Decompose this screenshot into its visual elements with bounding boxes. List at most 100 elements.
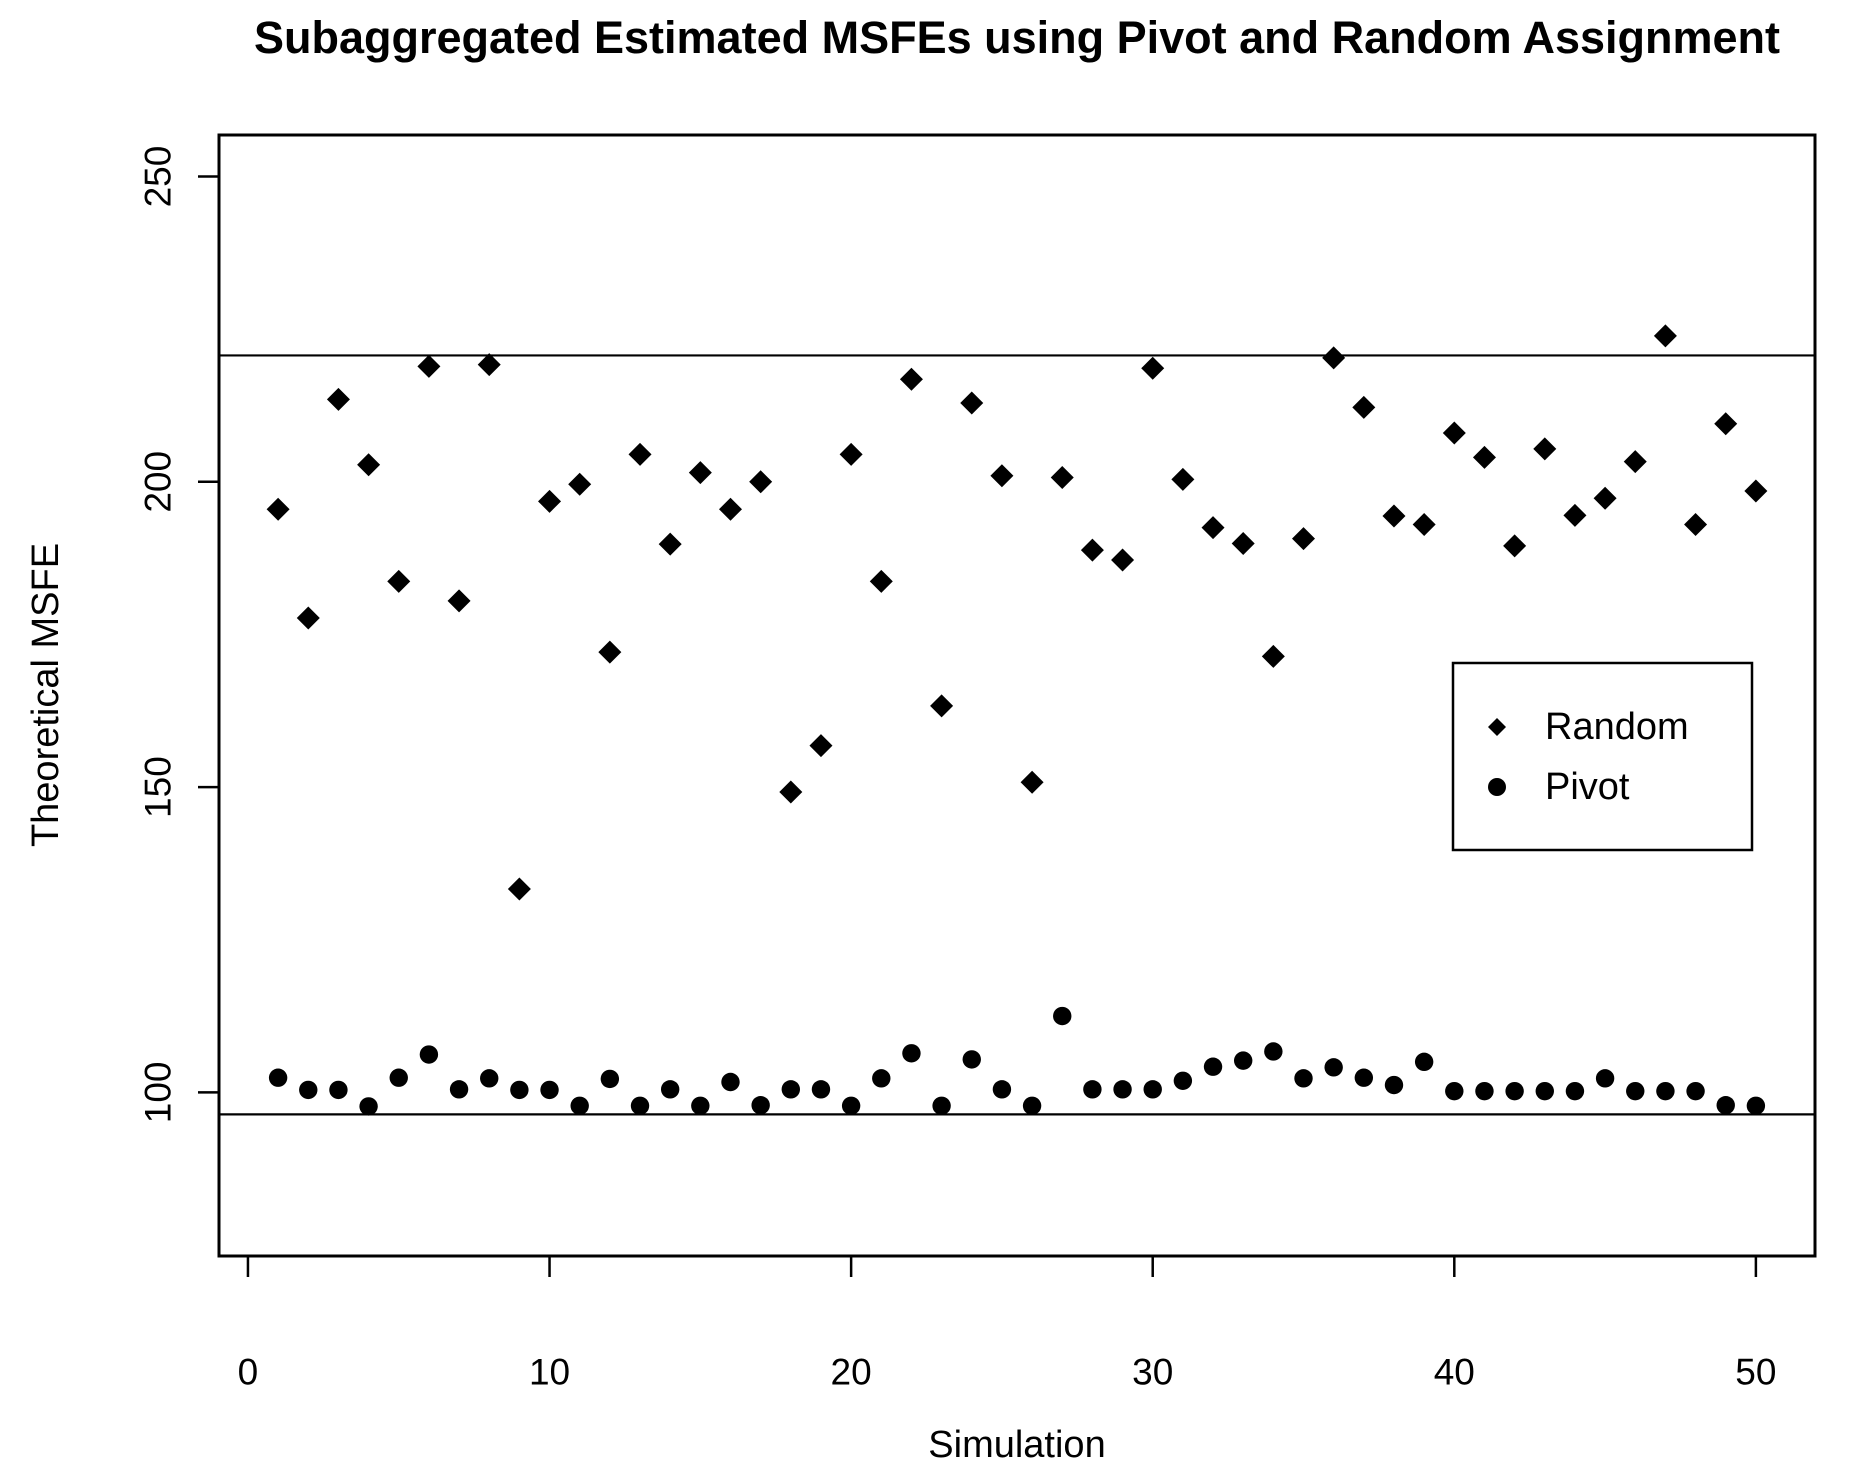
legend-pivot-circle-icon <box>1488 778 1506 796</box>
data-point-random <box>1292 527 1316 551</box>
data-point-random <box>779 780 803 804</box>
data-point-pivot <box>1656 1081 1675 1101</box>
data-point-pivot <box>841 1096 861 1116</box>
data-point-random <box>1352 395 1376 419</box>
data-point-pivot <box>630 1096 650 1116</box>
data-point-random <box>749 470 773 494</box>
data-point-pivot <box>1233 1051 1253 1070</box>
data-point-pivot <box>751 1095 770 1115</box>
data-point-random <box>296 606 320 630</box>
data-point-pivot <box>268 1068 288 1087</box>
data-point-random <box>839 442 863 466</box>
data-point-pivot <box>1324 1058 1343 1077</box>
data-point-pivot <box>1595 1069 1615 1088</box>
data-point-random <box>1533 437 1557 461</box>
data-point-random <box>899 367 923 391</box>
x-tick-label: 30 <box>1132 1352 1173 1393</box>
data-point-pivot <box>570 1096 589 1116</box>
y-tick-label: 200 <box>138 451 179 513</box>
data-point-pivot <box>992 1080 1012 1099</box>
legend-box <box>1451 661 1754 852</box>
data-point-pivot <box>1716 1095 1735 1115</box>
data-point-random <box>1593 486 1617 510</box>
data-point-random <box>1563 503 1587 527</box>
data-point-random <box>1412 513 1436 537</box>
data-point-pivot <box>449 1080 469 1099</box>
data-point-random <box>538 489 562 513</box>
data-point-pivot <box>329 1080 348 1100</box>
data-point-pivot <box>419 1045 439 1064</box>
legend-random-diamond-icon <box>1488 718 1506 736</box>
data-point-pivot <box>1535 1081 1554 1101</box>
data-point-random <box>930 694 954 718</box>
data-point-pivot <box>1384 1075 1404 1095</box>
x-tick-label: 10 <box>529 1352 570 1393</box>
data-point-random <box>447 589 471 613</box>
data-point-pivot <box>932 1096 951 1116</box>
data-point-random <box>568 472 592 496</box>
data-point-pivot <box>962 1050 981 1069</box>
y-tick-label: 150 <box>138 756 179 818</box>
y-axis-title: Theoretical MSFE <box>25 543 67 847</box>
data-point-pivot <box>1414 1052 1434 1072</box>
plot-border <box>217 133 1817 1258</box>
data-point-pivot <box>1022 1096 1042 1116</box>
data-point-pivot <box>1686 1081 1705 1101</box>
data-point-random <box>417 354 441 378</box>
data-point-random <box>326 387 350 411</box>
legend-label-pivot: Pivot <box>1545 766 1630 808</box>
data-point-pivot <box>1475 1081 1494 1101</box>
data-point-random <box>1020 770 1044 794</box>
data-point-pivot <box>299 1080 318 1100</box>
data-point-random <box>1201 516 1225 540</box>
data-point-pivot <box>1565 1081 1585 1101</box>
x-tick-label: 40 <box>1434 1352 1475 1393</box>
data-point-random <box>718 497 742 521</box>
data-point-random <box>1111 548 1135 572</box>
x-tick-label: 20 <box>831 1352 872 1393</box>
data-point-pivot <box>691 1096 710 1116</box>
data-point-random <box>658 532 682 556</box>
data-point-random <box>1382 504 1406 528</box>
y-tick-label: 100 <box>138 1062 179 1124</box>
data-point-random <box>1261 644 1285 668</box>
data-point-random <box>357 453 381 477</box>
data-point-random <box>628 442 652 466</box>
data-point-pivot <box>660 1080 680 1099</box>
x-axis-title: Simulation <box>928 1424 1105 1466</box>
data-point-pivot <box>721 1072 740 1092</box>
data-point-random <box>1080 538 1104 562</box>
data-point-pivot <box>1053 1006 1072 1026</box>
data-point-random <box>1322 346 1346 370</box>
legend-label-random: Random <box>1545 706 1689 748</box>
data-point-pivot <box>902 1044 921 1063</box>
data-point-pivot <box>1445 1081 1464 1101</box>
data-point-random <box>1141 356 1165 380</box>
data-point-pivot <box>480 1069 499 1088</box>
data-point-pivot <box>1203 1057 1223 1076</box>
data-point-pivot <box>540 1080 559 1100</box>
plot-area: 0 10 20 30 40 50 100 150 200 250 <box>138 146 1815 1393</box>
x-tick-label: 0 <box>238 1352 259 1393</box>
data-point-pivot <box>1264 1042 1283 1061</box>
data-point-random <box>1684 513 1708 537</box>
chart-title: Subaggregated Estimated MSFEs using Pivo… <box>254 12 1780 63</box>
data-point-pivot <box>1113 1080 1132 1099</box>
data-point-random <box>1231 531 1255 555</box>
x-tick-label: 50 <box>1735 1352 1776 1393</box>
data-point-random <box>869 569 893 593</box>
data-point-pivot <box>1626 1081 1645 1101</box>
legend: Random Pivot <box>1451 661 1754 852</box>
data-point-random <box>1171 467 1195 491</box>
data-point-pivot <box>1294 1069 1313 1088</box>
data-point-random <box>990 464 1014 488</box>
data-point-random <box>1653 324 1677 348</box>
data-point-pivot <box>872 1069 891 1088</box>
data-point-random <box>960 391 984 415</box>
data-point-pivot <box>1746 1096 1766 1116</box>
data-point-random <box>1623 450 1647 474</box>
data-point-random <box>1503 534 1527 558</box>
data-point-random <box>1472 445 1496 469</box>
